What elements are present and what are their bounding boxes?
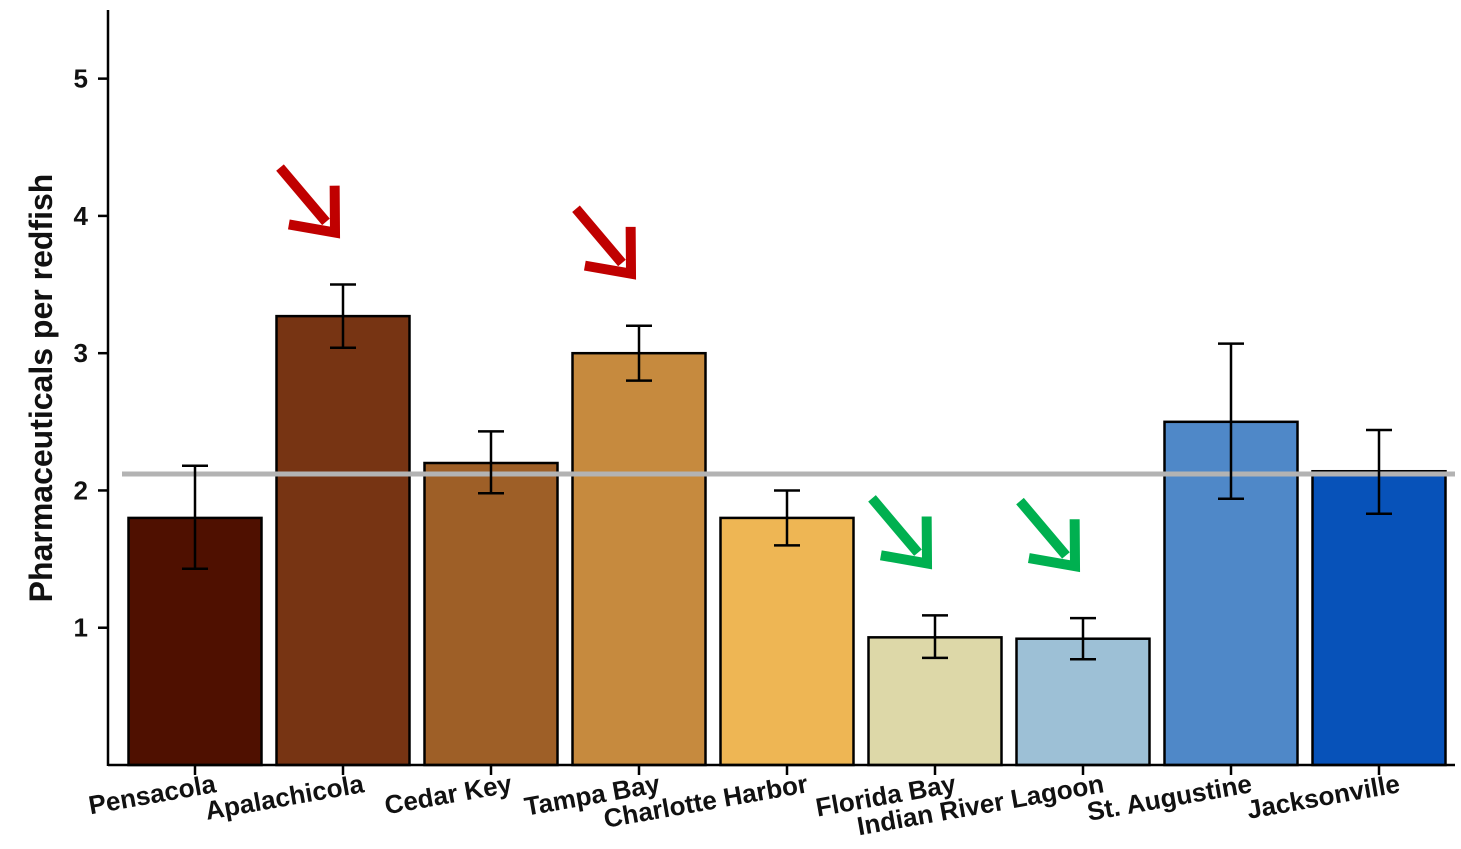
annotation-arrow-icon	[572, 205, 637, 280]
y-tick-label: 1	[74, 613, 88, 643]
arrow-head	[879, 516, 933, 570]
bar-jacksonville	[1311, 469, 1447, 767]
bar-tampa-bay	[571, 351, 707, 767]
arrow-shaft	[868, 495, 922, 556]
bar-apalachicola	[275, 314, 411, 767]
annotation-arrow-icon	[276, 164, 341, 239]
arrow-shaft	[276, 164, 330, 226]
x-tick-label: Cedar Key	[382, 768, 514, 820]
error-bar	[1218, 342, 1244, 500]
error-bar	[922, 614, 948, 660]
x-tick-label: Apalachicola	[203, 768, 367, 825]
arrows-layer	[276, 164, 1081, 573]
annotation-arrow-icon	[1016, 497, 1081, 573]
error-bar	[626, 324, 652, 382]
x-tick-label: Pensacola	[86, 768, 218, 820]
error-bar	[1070, 616, 1096, 661]
error-bar	[478, 430, 504, 495]
error-bar	[182, 464, 208, 570]
arrow-head	[583, 226, 637, 280]
annotation-arrow-icon	[868, 495, 933, 570]
y-tick-label: 5	[74, 64, 88, 94]
error-bar	[1366, 428, 1392, 516]
y-axis-title: Pharmaceuticals per redfish	[23, 174, 59, 603]
arrow-shaft	[1016, 497, 1070, 559]
bar-charlotte-harbor	[719, 516, 855, 767]
y-tick-label: 2	[74, 475, 88, 505]
y-tick-label: 3	[74, 338, 88, 368]
arrow-head	[1027, 519, 1081, 573]
error-bar	[330, 283, 356, 349]
x-tick-label: St. Augustine	[1085, 768, 1254, 826]
error-bars-layer	[182, 283, 1392, 661]
bar-cedar-key	[423, 461, 559, 767]
x-tick-label: Jacksonville	[1245, 768, 1403, 824]
arrow-shaft	[572, 205, 626, 267]
y-tick-label: 4	[74, 201, 89, 231]
error-bar	[774, 489, 800, 547]
arrow-head	[287, 185, 341, 239]
